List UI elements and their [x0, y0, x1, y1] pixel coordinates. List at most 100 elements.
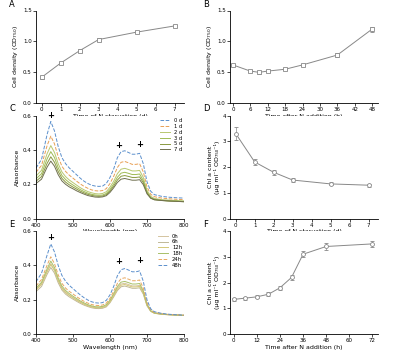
- 2 d: [100, 191, 105, 196]
- 48h: [126, 268, 131, 272]
- 7 d: [111, 186, 116, 190]
- 7 d: [96, 195, 101, 199]
- 0 d: [86, 181, 90, 186]
- 24h: [45, 263, 50, 267]
- 48h: [174, 313, 179, 317]
- 7 d: [122, 176, 127, 181]
- 6h: [60, 288, 64, 292]
- 3 d: [48, 149, 53, 154]
- 1 d: [145, 185, 150, 189]
- 0 d: [122, 149, 127, 153]
- 48h: [60, 273, 64, 278]
- 18h: [74, 296, 79, 301]
- 5 d: [67, 183, 72, 187]
- 7 d: [48, 159, 53, 163]
- Y-axis label: Cell density (OD$_{750}$): Cell density (OD$_{750}$): [205, 25, 214, 89]
- 5 d: [70, 185, 75, 189]
- Line: 5 d: 5 d: [36, 157, 184, 202]
- 2 d: [134, 169, 138, 173]
- 7 d: [100, 195, 105, 199]
- 48h: [96, 301, 101, 305]
- 2 d: [174, 198, 179, 203]
- 24h: [74, 295, 79, 299]
- 2 d: [148, 194, 153, 198]
- 6h: [39, 284, 44, 288]
- 5 d: [93, 194, 98, 198]
- Y-axis label: Absorbance: Absorbance: [15, 264, 20, 301]
- 6h: [141, 292, 146, 296]
- 12h: [96, 306, 101, 310]
- Line: 3 d: 3 d: [36, 152, 184, 202]
- 0 d: [60, 155, 64, 160]
- 6h: [45, 272, 50, 276]
- 5 d: [130, 175, 134, 180]
- 3 d: [34, 177, 38, 181]
- 2 d: [145, 188, 150, 193]
- 2 d: [152, 196, 157, 201]
- 18h: [111, 292, 116, 296]
- 18h: [134, 282, 138, 286]
- 0 d: [104, 181, 109, 186]
- 0 d: [130, 152, 134, 156]
- Line: 7 d: 7 d: [36, 161, 184, 202]
- 12h: [60, 286, 64, 290]
- 5 d: [111, 184, 116, 188]
- 48h: [111, 284, 116, 288]
- 48h: [141, 279, 146, 284]
- Text: +: +: [136, 140, 143, 149]
- 1 d: [122, 159, 127, 163]
- Text: +: +: [115, 141, 122, 149]
- 6h: [56, 281, 60, 285]
- 12h: [67, 293, 72, 298]
- 0 d: [89, 183, 94, 187]
- 0h: [74, 298, 79, 302]
- 12h: [119, 283, 124, 287]
- 0 d: [82, 179, 86, 183]
- 12h: [159, 312, 164, 316]
- 7 d: [67, 185, 72, 189]
- 0 d: [111, 167, 116, 171]
- 1 d: [86, 186, 90, 190]
- 7 d: [115, 180, 120, 184]
- 24h: [126, 277, 131, 281]
- 0 d: [108, 175, 112, 180]
- 1 d: [115, 165, 120, 169]
- 48h: [130, 270, 134, 274]
- 2 d: [182, 199, 186, 203]
- 3 d: [60, 173, 64, 177]
- 5 d: [86, 192, 90, 196]
- 18h: [48, 259, 53, 263]
- 18h: [39, 280, 44, 285]
- 24h: [119, 276, 124, 281]
- 0h: [115, 286, 120, 290]
- 2 d: [45, 152, 50, 156]
- 24h: [52, 261, 57, 266]
- 5 d: [159, 198, 164, 203]
- 3 d: [93, 193, 98, 197]
- 0 d: [52, 129, 57, 133]
- 18h: [174, 313, 179, 317]
- 0h: [70, 295, 75, 300]
- 24h: [137, 278, 142, 282]
- 3 d: [111, 182, 116, 186]
- 5 d: [104, 193, 109, 197]
- 3 d: [141, 178, 146, 183]
- 18h: [89, 304, 94, 308]
- 18h: [52, 265, 57, 270]
- 2 d: [119, 167, 124, 171]
- 6h: [67, 295, 72, 299]
- 0h: [167, 313, 172, 317]
- 7 d: [56, 173, 60, 177]
- Text: D: D: [203, 104, 210, 113]
- 24h: [174, 313, 179, 317]
- 18h: [145, 302, 150, 306]
- 1 d: [63, 169, 68, 174]
- 48h: [86, 298, 90, 302]
- 5 d: [74, 187, 79, 191]
- 48h: [78, 293, 83, 297]
- Line: 0 d: 0 d: [36, 121, 184, 198]
- 0h: [86, 303, 90, 307]
- X-axis label: Wavelength (nm): Wavelength (nm): [83, 345, 137, 350]
- 3 d: [67, 181, 72, 185]
- 1 d: [174, 197, 179, 201]
